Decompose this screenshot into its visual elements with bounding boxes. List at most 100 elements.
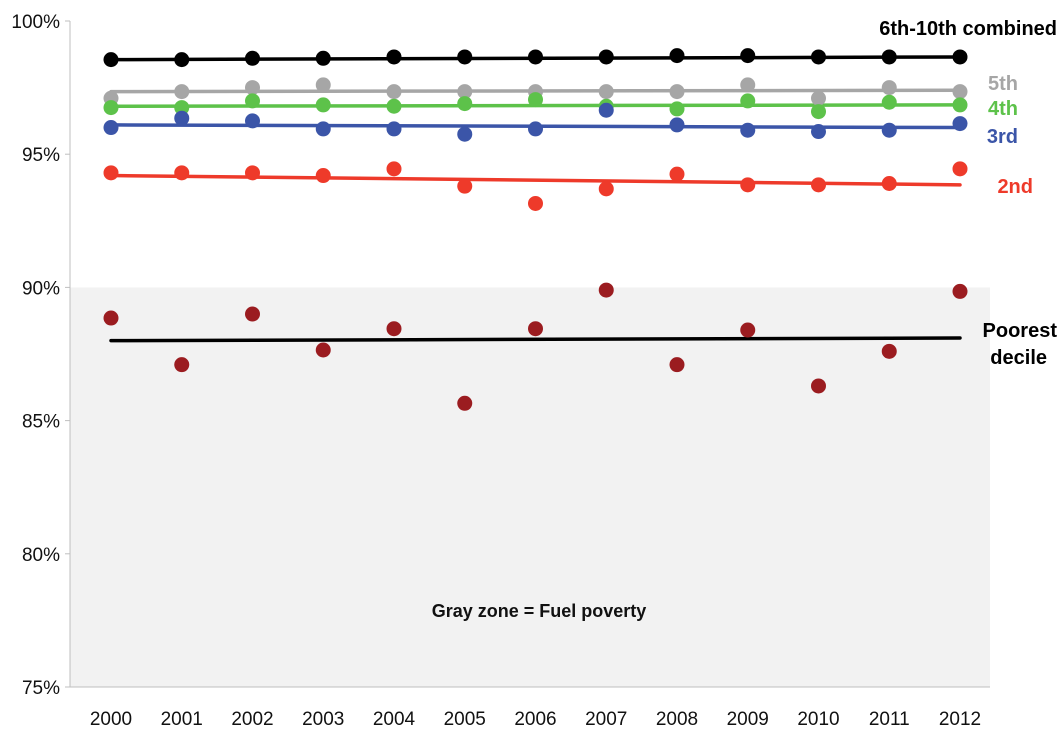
x-tick-label: 2003 xyxy=(302,709,344,730)
x-tick-label: 2001 xyxy=(161,709,203,730)
data-point xyxy=(811,90,826,106)
x-tick-label: 2006 xyxy=(514,709,556,730)
data-point xyxy=(811,378,826,394)
data-point xyxy=(528,92,543,108)
data-point xyxy=(174,52,190,68)
data-point xyxy=(457,395,473,411)
series-labels-layer: 6th-10th combined 5th 4th 3rd 2nd Poorest deci… xyxy=(879,18,1057,369)
data-point xyxy=(103,100,119,116)
y-tick-label: 90% xyxy=(22,278,60,299)
data-point xyxy=(952,116,968,132)
data-point xyxy=(245,306,260,322)
data-point xyxy=(245,93,260,109)
data-point xyxy=(528,195,543,211)
series-label: 2nd xyxy=(997,176,1033,198)
data-point xyxy=(881,94,897,110)
x-tick-label: 2000 xyxy=(90,709,132,730)
series-label: 4th xyxy=(988,98,1018,120)
data-point xyxy=(952,283,968,299)
data-point xyxy=(245,165,260,181)
data-point xyxy=(245,50,260,66)
axes-layer: 75% 80% 85% 90% 95% 100% 2000 2001 2002 2003 2004 2… xyxy=(11,12,990,730)
data-point xyxy=(811,124,826,140)
data-point xyxy=(315,97,331,113)
data-point xyxy=(315,121,331,137)
data-point xyxy=(457,96,473,112)
data-point xyxy=(669,166,685,182)
data-point xyxy=(881,176,897,192)
data-point xyxy=(740,48,756,64)
data-point xyxy=(103,310,119,326)
data-point xyxy=(740,77,756,93)
x-tick-label: 2011 xyxy=(869,709,910,730)
data-point xyxy=(315,168,331,184)
data-point xyxy=(315,77,331,93)
data-point xyxy=(952,84,968,100)
data-point xyxy=(740,122,756,138)
data-point xyxy=(245,80,260,96)
x-tick-label: 2009 xyxy=(727,709,769,730)
y-tick-label: 75% xyxy=(22,678,60,699)
x-tick-label: 2008 xyxy=(656,709,698,730)
trend-line xyxy=(109,336,962,343)
data-point xyxy=(386,121,402,137)
data-point xyxy=(881,49,897,65)
y-tick-label: 95% xyxy=(22,145,60,166)
data-point xyxy=(245,113,260,129)
data-point xyxy=(174,357,190,373)
data-point xyxy=(103,52,119,68)
data-point xyxy=(174,84,190,100)
data-point xyxy=(174,110,190,126)
data-point xyxy=(669,48,685,64)
data-point xyxy=(598,49,614,65)
y-tick-label: 100% xyxy=(11,12,60,33)
data-point xyxy=(811,49,826,65)
data-point xyxy=(740,177,756,193)
data-point xyxy=(457,126,473,142)
x-tick-label: 2002 xyxy=(231,709,273,730)
series-label: Poorest xyxy=(983,320,1058,342)
data-point xyxy=(103,120,119,136)
data-point xyxy=(386,161,402,177)
data-point xyxy=(598,102,614,118)
data-points-layer xyxy=(103,48,968,411)
data-point xyxy=(528,321,543,337)
data-point xyxy=(528,121,543,137)
fuel-poverty-zone xyxy=(70,287,990,687)
data-point xyxy=(669,357,685,373)
data-point xyxy=(952,97,968,113)
data-point xyxy=(386,84,402,100)
data-point xyxy=(386,98,402,114)
y-tick-label: 80% xyxy=(22,545,60,566)
data-point xyxy=(811,177,826,193)
data-point xyxy=(598,282,614,298)
data-point xyxy=(881,80,897,96)
x-tick-label: 2010 xyxy=(797,709,839,730)
data-point xyxy=(174,100,190,116)
data-point xyxy=(740,93,756,109)
data-point xyxy=(669,84,685,100)
data-point xyxy=(811,104,826,120)
data-point xyxy=(881,122,897,138)
data-point xyxy=(740,322,756,338)
series-label: decile xyxy=(990,347,1047,369)
data-point xyxy=(598,84,614,100)
data-point xyxy=(457,49,473,65)
data-point xyxy=(386,49,402,65)
data-point xyxy=(386,321,402,337)
data-point xyxy=(528,49,543,65)
x-tick-label: 2007 xyxy=(585,709,627,730)
shaded-zone-layer xyxy=(70,287,990,687)
data-point xyxy=(174,165,190,181)
fuel-poverty-annotation: Gray zone = Fuel poverty xyxy=(432,601,647,621)
series-label: 3rd xyxy=(987,126,1018,148)
data-point xyxy=(669,117,685,133)
x-tick-label: 2012 xyxy=(939,709,981,730)
data-point xyxy=(598,181,614,197)
data-point xyxy=(952,161,968,177)
data-point xyxy=(315,342,331,358)
data-point xyxy=(103,165,119,181)
data-point xyxy=(881,343,897,359)
